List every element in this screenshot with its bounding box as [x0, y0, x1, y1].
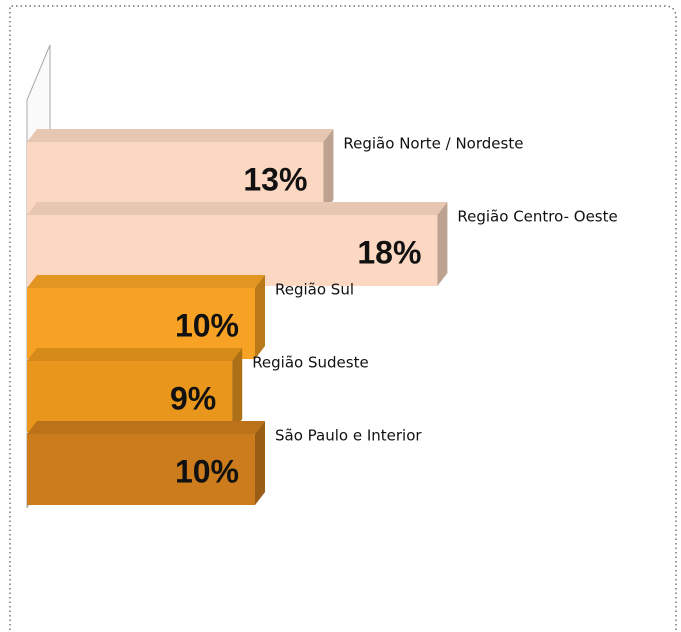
bar	[27, 434, 255, 505]
category-label: São Paulo e Interior	[275, 427, 422, 445]
bar-top-shade	[27, 348, 243, 361]
bar	[27, 215, 438, 286]
bar-top	[27, 202, 448, 215]
bar-top	[27, 129, 334, 142]
value-label: 13%	[243, 161, 307, 197]
bar-side	[437, 202, 448, 286]
bar	[27, 288, 255, 359]
dotted-border	[9, 5, 677, 630]
bar	[27, 142, 324, 213]
bar-top-shade	[27, 421, 265, 434]
bar-side-shade	[437, 202, 448, 286]
bar-top	[27, 275, 265, 288]
bar-top	[27, 421, 265, 434]
value-label: 18%	[357, 234, 421, 270]
bar-side	[323, 129, 334, 213]
bar	[27, 361, 233, 432]
bar-side-shade	[323, 129, 334, 213]
bar-side	[255, 275, 265, 359]
bar-top	[27, 348, 243, 361]
bar-side-shade	[255, 421, 265, 505]
category-label: Região Sudeste	[252, 354, 369, 372]
bars: 13% Região Norte / Nordeste 18% Região Cent…	[27, 129, 618, 505]
bar-side-shade	[255, 275, 265, 359]
value-label: 10%	[175, 307, 239, 343]
value-label: 9%	[170, 380, 216, 416]
value-label: 10%	[175, 453, 239, 489]
category-label: Região Centro- Oeste	[457, 208, 617, 226]
bar-side	[232, 348, 243, 432]
bar-top-shade	[27, 275, 265, 288]
bar-side	[255, 421, 265, 505]
category-label: Região Sul	[275, 281, 354, 299]
bar-side-shade	[232, 348, 243, 432]
bar-top-shade	[27, 129, 334, 142]
category-label: Região Norte / Nordeste	[343, 135, 523, 153]
bar-top-shade	[27, 202, 448, 215]
